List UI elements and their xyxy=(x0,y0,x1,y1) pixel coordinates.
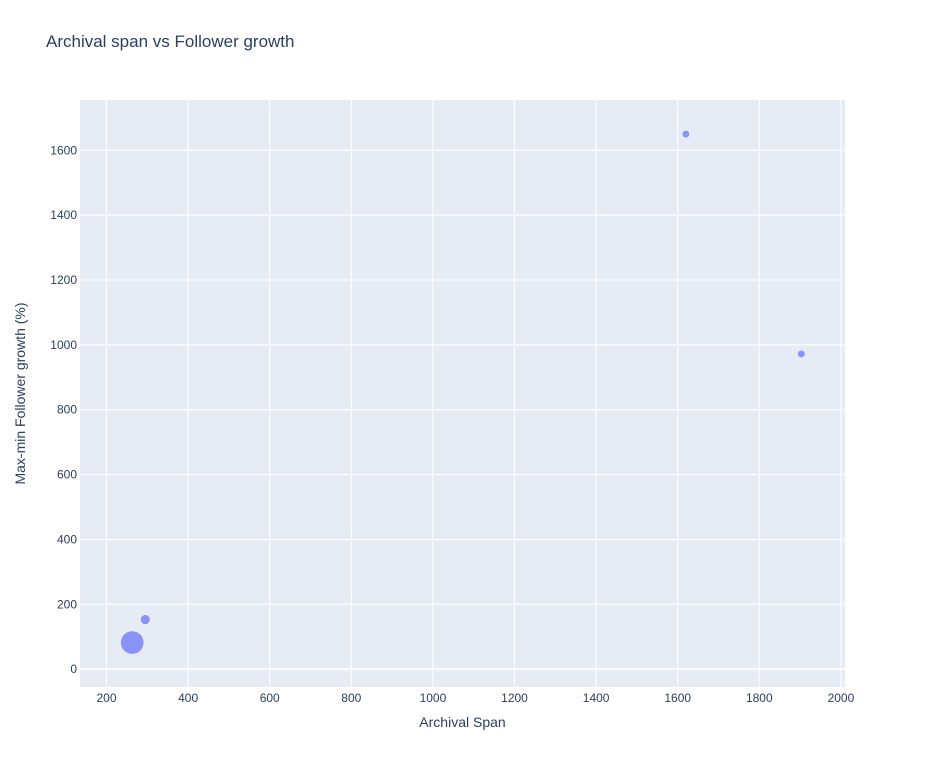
y-axis-title: Max-min Follower growth (%) xyxy=(12,302,28,484)
x-axis-title: Archival Span xyxy=(419,714,505,730)
y-tick-label: 800 xyxy=(57,403,77,417)
x-tick-label: 1000 xyxy=(420,691,447,705)
y-tick-label: 1400 xyxy=(50,208,77,222)
x-tick-label: 800 xyxy=(341,691,361,705)
y-tick-label: 200 xyxy=(57,597,77,611)
y-tick-label: 1200 xyxy=(50,273,77,287)
y-gridlines xyxy=(80,149,845,671)
x-tick-label: 1600 xyxy=(664,691,691,705)
y-tick-label: 1000 xyxy=(50,338,77,352)
x-tick-label: 600 xyxy=(260,691,280,705)
data-point xyxy=(681,130,690,139)
x-tick-label: 1200 xyxy=(501,691,528,705)
x-tick-labels: 200 400 600 800 1000 1200 1400 1600 1800 2000 xyxy=(97,691,855,705)
x-tick-label: 2000 xyxy=(828,691,855,705)
y-tick-label: 400 xyxy=(57,532,77,546)
y-tick-labels: 0 200 400 600 800 1000 1200 1400 1600 xyxy=(50,143,77,676)
x-tick-label: 1800 xyxy=(746,691,773,705)
plot-area xyxy=(80,100,845,687)
y-tick-label: 1600 xyxy=(50,143,77,157)
y-tick-label: 0 xyxy=(70,662,77,676)
x-tick-label: 1400 xyxy=(583,691,610,705)
data-point xyxy=(140,614,151,625)
chart-title: Archival span vs Follower growth xyxy=(46,32,295,51)
x-tick-label: 400 xyxy=(178,691,198,705)
data-point xyxy=(120,630,145,655)
x-tick-label: 200 xyxy=(97,691,117,705)
data-points xyxy=(120,130,806,655)
data-point xyxy=(797,349,806,358)
y-tick-label: 600 xyxy=(57,468,77,482)
x-gridlines xyxy=(106,100,842,687)
